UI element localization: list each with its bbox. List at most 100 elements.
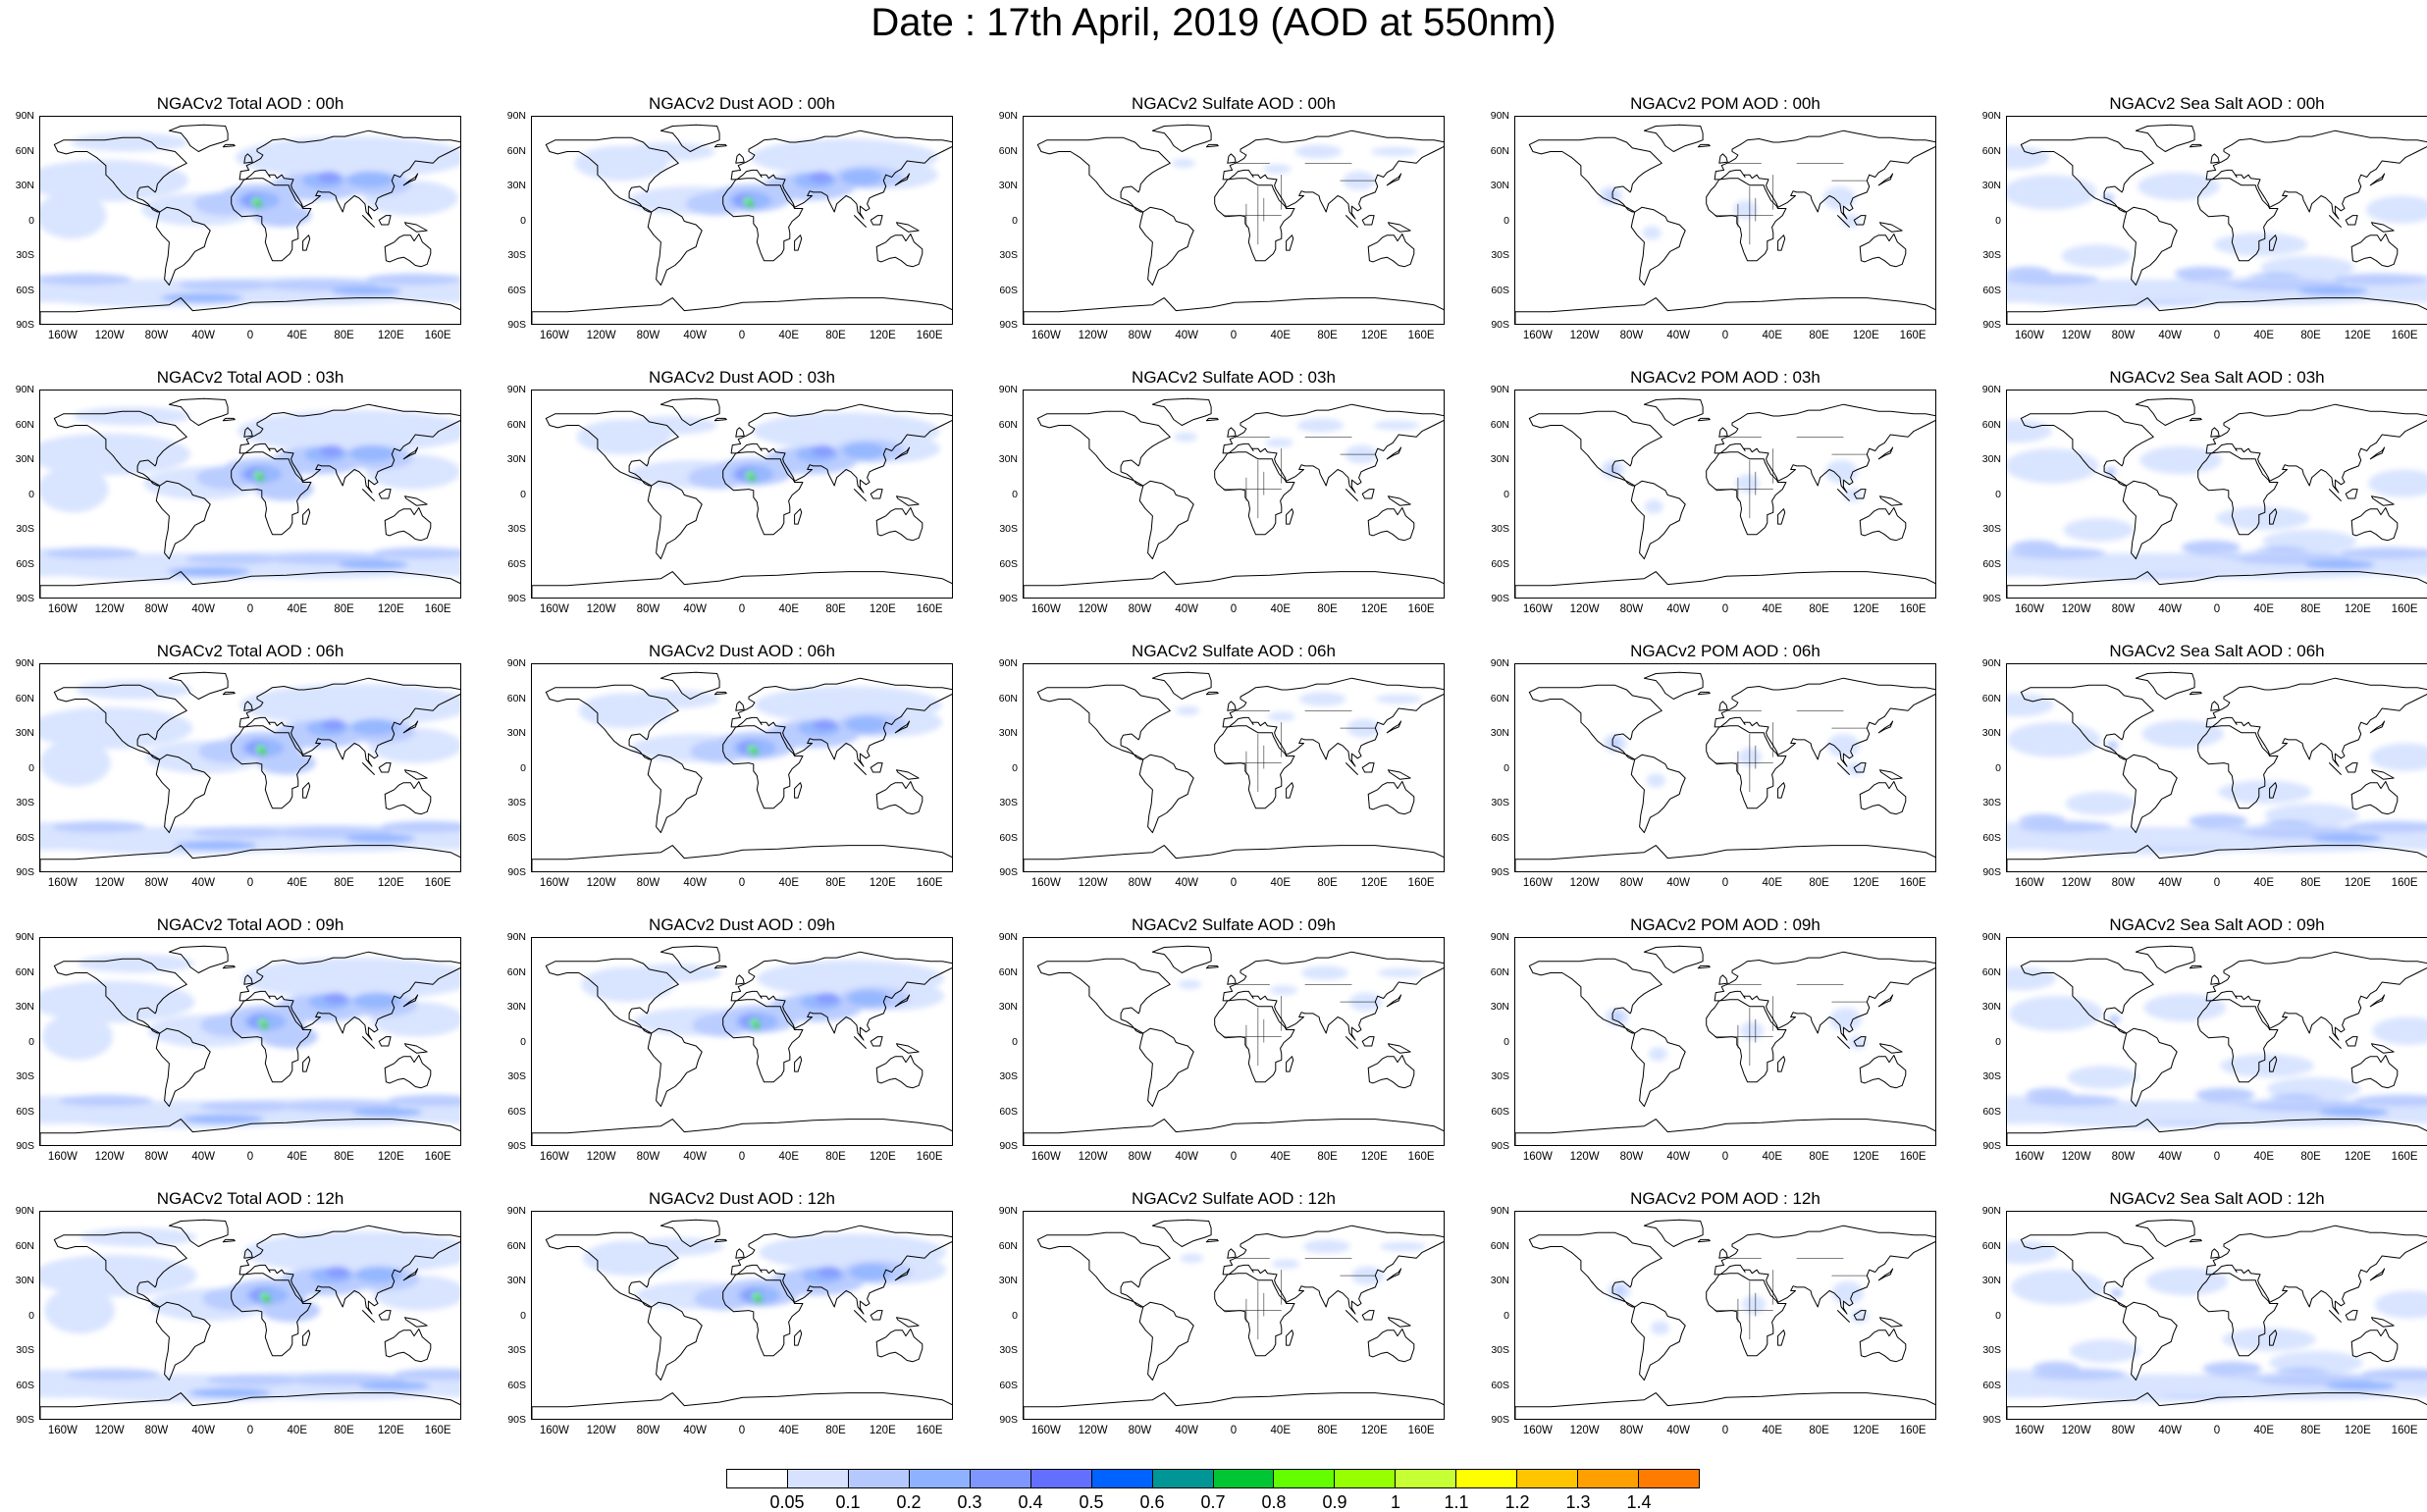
aod-blob	[1380, 1242, 1427, 1251]
coastline-path	[532, 846, 953, 872]
coastline-path	[2330, 763, 2342, 775]
lon-tick-label: 120W	[1560, 1151, 1609, 1164]
panel-title: NGACv2 Dust AOD : 06h	[531, 642, 953, 661]
lon-tick-label: 120E	[366, 1151, 415, 1164]
lon-tick-label: 120W	[1560, 603, 1609, 616]
lon-tick-label: 80W	[132, 1425, 181, 1437]
coastline-path	[2351, 235, 2398, 267]
aod-blob	[809, 172, 832, 183]
coastline-path	[714, 1239, 726, 1241]
colorbar-label: 0.1	[818, 1492, 877, 1512]
aod-blob	[1740, 1021, 1764, 1040]
lon-tick-label: 0	[226, 330, 275, 342]
aod-blob	[814, 719, 837, 731]
lon-tick-label: 160E	[413, 1151, 462, 1164]
lat-tick-label: 60S	[1969, 1380, 2001, 1391]
lon-tick-label: 80E	[320, 1151, 369, 1164]
map-frame	[39, 937, 461, 1146]
lon-tick-label: 120E	[1841, 330, 1890, 342]
coastline-path	[532, 1393, 953, 1420]
coastline-path	[2346, 763, 2357, 772]
coastline-path	[897, 1044, 920, 1054]
panel-title: NGACv2 Total AOD : 12h	[39, 1189, 461, 1209]
coastline-path	[2330, 490, 2342, 501]
lon-tick-label: 0	[1701, 1425, 1750, 1437]
panel-title: NGACv2 Sulfate AOD : 06h	[1023, 642, 1445, 661]
aod-blob	[1649, 1047, 1667, 1061]
map-frame	[531, 937, 953, 1146]
lat-tick-label: 60S	[494, 558, 526, 570]
colorbar-swatch	[1639, 1470, 1699, 1487]
aod-blob	[1272, 1260, 1300, 1269]
coastline-path	[876, 1330, 923, 1362]
lon-tick-label: 0	[2192, 603, 2242, 616]
lat-tick-label: 30N	[985, 1001, 1018, 1013]
colorbar-swatch	[1456, 1470, 1517, 1487]
lat-tick-label: 90S	[1477, 866, 1509, 878]
colorbar-swatch	[971, 1470, 1031, 1487]
lon-tick-label: 120W	[1069, 603, 1118, 616]
colorbar-label: 0.9	[1305, 1492, 1364, 1512]
coastline-path	[1368, 508, 1414, 541]
aod-blob	[2007, 694, 2054, 717]
lat-tick-label: 90N	[494, 1205, 526, 1217]
coastline-path	[379, 216, 391, 225]
coastline-path	[1707, 179, 1786, 261]
lat-tick-label: 30N	[1477, 180, 1509, 191]
coastline-path	[1228, 702, 1236, 710]
coastline-path	[876, 782, 923, 814]
lon-tick-label: 0	[1701, 877, 1750, 890]
aod-blob	[2220, 1054, 2314, 1077]
coastline-path	[1024, 572, 1445, 599]
lon-tick-label: 160E	[2380, 877, 2427, 890]
lat-tick-label: 0	[2, 762, 34, 774]
lat-tick-label: 30N	[494, 727, 526, 739]
aod-blob	[2368, 469, 2427, 496]
aod-blob	[2319, 1108, 2390, 1117]
coastline-path	[385, 1330, 431, 1362]
coastline-path	[1215, 452, 1294, 535]
coastline-path	[736, 154, 744, 163]
coastline-path	[223, 1239, 235, 1241]
aod-blob	[1265, 439, 1293, 447]
aod-field	[40, 955, 461, 1129]
lon-tick-label: 160W	[1022, 1151, 1071, 1164]
lon-tick-label: 0	[2192, 330, 2242, 342]
aod-blob	[1172, 159, 1195, 168]
lon-tick-label: 120E	[1349, 877, 1398, 890]
coastline-path	[1698, 692, 1710, 694]
coastline-path	[1037, 137, 1170, 212]
panel-title: NGACv2 Sea Salt AOD : 03h	[2006, 368, 2427, 388]
lon-tick-label: 40E	[765, 1425, 814, 1437]
aod-field	[1172, 144, 1418, 189]
coastline-path	[1139, 207, 1193, 285]
lon-tick-label: 160W	[530, 603, 579, 616]
lat-tick-label: 60N	[1969, 1240, 2001, 1252]
coastline-path	[1878, 721, 1892, 733]
coastline-path	[714, 692, 726, 694]
aod-blob	[1178, 980, 1201, 989]
coastline-path	[2211, 1249, 2219, 1258]
panel-title: NGACv2 Total AOD : 06h	[39, 642, 461, 661]
lat-tick-label: 0	[1477, 489, 1509, 500]
aod-blob	[1645, 499, 1663, 513]
aod-blob	[2007, 175, 2096, 210]
map-frame	[2006, 390, 2427, 599]
coastline-path	[1139, 755, 1193, 832]
aod-blob	[621, 142, 715, 161]
figure-title: Date : 17th April, 2019 (AOD at 550nm)	[0, 0, 2427, 45]
lat-tick-label: 60N	[985, 1240, 1018, 1252]
coastline-path	[2346, 216, 2357, 225]
lon-tick-label: 0	[717, 1151, 766, 1164]
lon-tick-label: 120E	[1841, 1151, 1890, 1164]
coastline-path	[2123, 755, 2177, 832]
lon-tick-label: 120E	[2333, 877, 2382, 890]
coastline-path	[1387, 995, 1400, 1007]
aod-field	[40, 133, 461, 307]
aod-blob	[1822, 186, 1855, 210]
coastline-path	[1215, 726, 1294, 808]
map-frame	[531, 663, 953, 872]
lon-tick-label: 120E	[1349, 1425, 1398, 1437]
